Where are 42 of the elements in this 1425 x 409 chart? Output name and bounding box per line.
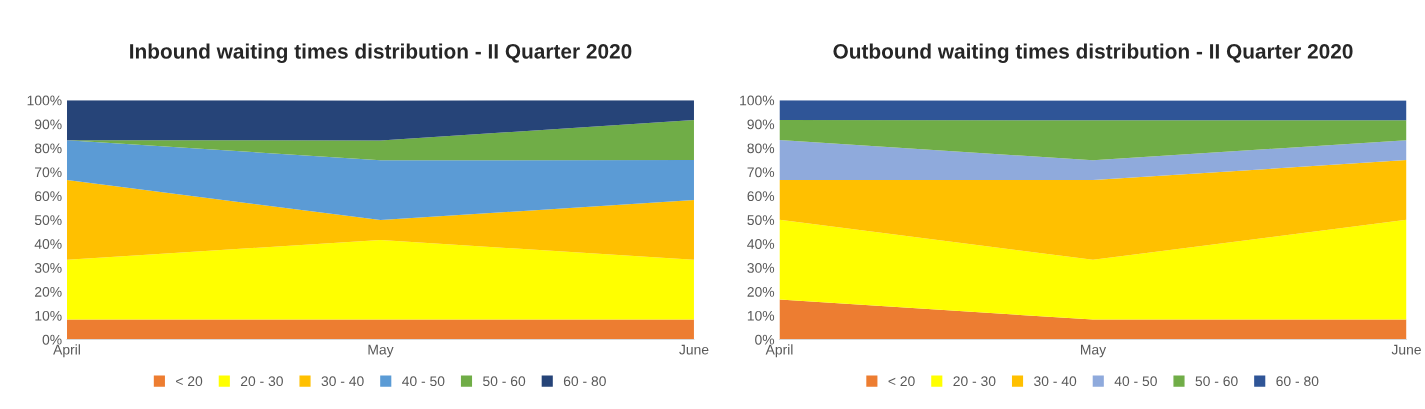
y-tick-label: 30% bbox=[34, 263, 62, 273]
legend-label: 40 - 50 bbox=[1114, 376, 1157, 387]
legend-label: 50 - 60 bbox=[1195, 376, 1238, 387]
y-tick-label: 50% bbox=[747, 215, 775, 226]
y-tick-label: 80% bbox=[747, 143, 775, 154]
y-tick-label: 50% bbox=[34, 215, 62, 226]
y-tick-label: 40% bbox=[747, 239, 775, 249]
chart-title: Inbound waiting times distribution - II Quarter 2020 bbox=[130, 43, 632, 63]
y-tick-label: 90% bbox=[34, 119, 62, 130]
y-tick-label: 0% bbox=[755, 334, 775, 345]
y-tick-label: 10% bbox=[35, 310, 62, 321]
chart-title: Outbound waiting times distribution - II Quarter 2020 bbox=[833, 43, 1353, 63]
y-tick-label: 70% bbox=[35, 167, 62, 178]
y-tick-label: 90% bbox=[747, 119, 775, 130]
legend-label: 30 - 40 bbox=[1034, 376, 1077, 387]
y-tick-label: 100% bbox=[27, 95, 62, 106]
y-tick-label: 10% bbox=[747, 310, 775, 321]
legend-label: < 20 bbox=[888, 376, 915, 387]
legend-label: 50 - 60 bbox=[483, 376, 526, 387]
y-tick-label: 60% bbox=[35, 191, 62, 202]
y-tick-label: 0% bbox=[42, 334, 62, 345]
legend-label: 60 - 80 bbox=[1276, 376, 1319, 387]
x-tick-label: May bbox=[1081, 344, 1107, 358]
x-tick-label: June bbox=[679, 344, 709, 355]
x-tick-label: May bbox=[368, 344, 394, 358]
x-tick-label: April bbox=[765, 344, 793, 358]
y-tick-label: 70% bbox=[747, 167, 775, 178]
y-tick-label: 20% bbox=[35, 286, 62, 297]
y-tick-label: 40% bbox=[34, 239, 62, 249]
y-tick-label: 80% bbox=[34, 143, 62, 154]
y-tick-label: 100% bbox=[740, 95, 775, 106]
y-tick-label: 60% bbox=[747, 191, 775, 202]
y-tick-label: 20% bbox=[747, 286, 775, 297]
legend-label: 40 - 50 bbox=[402, 376, 445, 387]
legend-label: 20 - 30 bbox=[953, 376, 996, 387]
legend-label: < 20 bbox=[176, 376, 203, 387]
x-tick-label: June bbox=[1391, 344, 1421, 355]
x-tick-label: April bbox=[53, 344, 80, 358]
legend-label: 20 - 30 bbox=[240, 376, 283, 387]
legend-label: 30 - 40 bbox=[321, 376, 364, 387]
legend-label: 60 - 80 bbox=[563, 376, 606, 387]
y-tick-label: 30% bbox=[747, 263, 775, 273]
